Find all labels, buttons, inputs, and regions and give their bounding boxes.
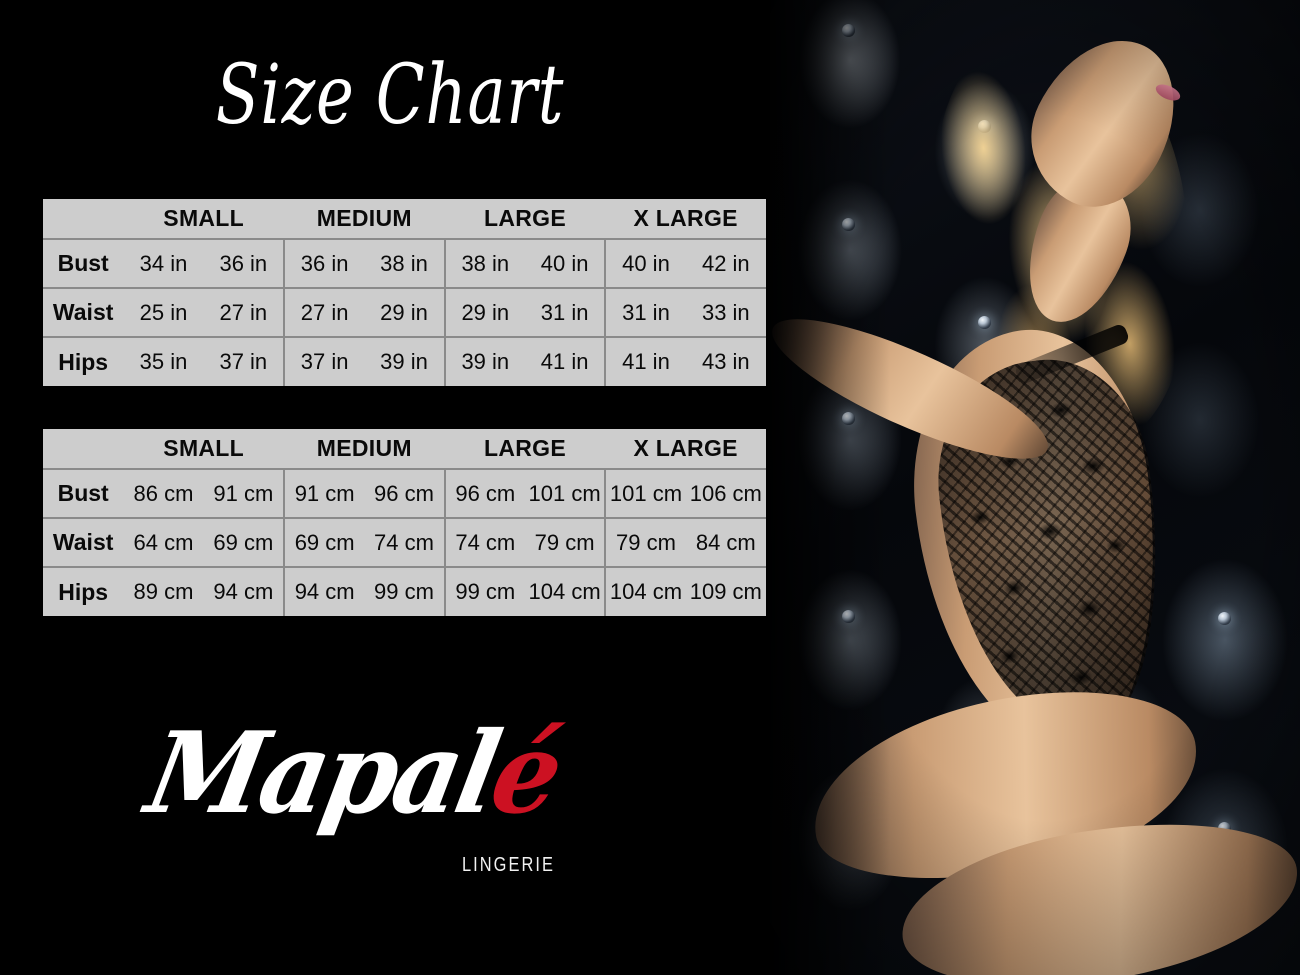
row-label-bust: Bust	[43, 239, 124, 289]
cell-cm-bust-medium-max: 96 cm	[364, 469, 445, 519]
brand-wordmark: Mapalé	[137, 708, 598, 839]
cell-in-waist-xlarge-max: 33 in	[685, 288, 766, 338]
cell-cm-bust-large-min: 96 cm	[443, 469, 525, 519]
cell-cm-bust-xlarge-max: 106 cm	[685, 469, 766, 519]
header-x-large: X LARGE	[605, 429, 766, 470]
cell-cm-hips-small-min: 89 cm	[123, 567, 204, 616]
table-row: Hips 89 cm 94 cm 94 cm 99 cm 99 cm 104 c…	[43, 567, 766, 616]
row-label-waist: Waist	[43, 518, 124, 568]
table-header-row: SMALL MEDIUM LARGE X LARGE	[43, 199, 766, 240]
header-medium: MEDIUM	[283, 199, 445, 240]
header-small: SMALL	[123, 199, 284, 240]
cell-in-hips-large-min: 39 in	[443, 337, 525, 386]
cell-in-bust-large-min: 38 in	[443, 239, 525, 289]
cell-cm-waist-large-min: 74 cm	[443, 518, 525, 568]
cell-in-hips-xlarge-min: 41 in	[604, 337, 686, 386]
row-label-hips: Hips	[43, 337, 124, 386]
cell-cm-hips-medium-min: 94 cm	[282, 567, 365, 616]
table-row: Waist 64 cm 69 cm 69 cm 74 cm 74 cm 79 c…	[43, 518, 766, 568]
row-label-waist: Waist	[43, 288, 124, 338]
cell-cm-bust-small-max: 91 cm	[203, 469, 284, 519]
cell-cm-hips-xlarge-min: 104 cm	[604, 567, 686, 616]
header-large: LARGE	[444, 199, 606, 240]
cell-cm-hips-small-max: 94 cm	[203, 567, 284, 616]
cell-cm-waist-large-max: 79 cm	[524, 518, 606, 568]
cell-in-waist-large-min: 29 in	[443, 288, 525, 338]
cell-in-hips-large-max: 41 in	[524, 337, 606, 386]
brand-tagline: LINGERIE	[462, 854, 555, 876]
table-row: Waist 25 in 27 in 27 in 29 in 29 in 31 i…	[43, 288, 766, 338]
header-blank	[43, 429, 124, 470]
cell-in-bust-small-max: 36 in	[203, 239, 284, 289]
cell-cm-hips-xlarge-max: 109 cm	[685, 567, 766, 616]
header-small: SMALL	[123, 429, 284, 470]
size-table-inches-wrap: SMALL MEDIUM LARGE X LARGE Bust 34 in 36…	[43, 199, 766, 386]
cell-cm-waist-medium-min: 69 cm	[282, 518, 365, 568]
cell-cm-waist-small-min: 64 cm	[123, 518, 204, 568]
cell-in-waist-small-max: 27 in	[203, 288, 284, 338]
table-row: Bust 34 in 36 in 36 in 38 in 38 in 40 in…	[43, 239, 766, 289]
cell-in-hips-small-min: 35 in	[123, 337, 204, 386]
table-row: Hips 35 in 37 in 37 in 39 in 39 in 41 in…	[43, 337, 766, 386]
page-title: Size Chart	[215, 48, 565, 143]
product-photo	[770, 0, 1300, 975]
row-label-bust: Bust	[43, 469, 124, 519]
table-row: Bust 86 cm 91 cm 91 cm 96 cm 96 cm 101 c…	[43, 469, 766, 519]
cell-in-waist-large-max: 31 in	[524, 288, 606, 338]
cell-in-bust-medium-max: 38 in	[364, 239, 445, 289]
cell-in-hips-small-max: 37 in	[203, 337, 284, 386]
header-medium: MEDIUM	[283, 429, 445, 470]
cell-cm-hips-medium-max: 99 cm	[364, 567, 445, 616]
cell-in-bust-medium-min: 36 in	[282, 239, 365, 289]
cell-in-waist-xlarge-min: 31 in	[604, 288, 686, 338]
chart-panel: Size Chart SMALL MEDIUM LARGE X LARGE Bu…	[43, 48, 766, 888]
cell-in-bust-xlarge-max: 42 in	[685, 239, 766, 289]
brand-logo: Mapalé LINGERIE	[137, 708, 620, 888]
cell-in-bust-large-max: 40 in	[524, 239, 606, 289]
cell-cm-waist-medium-max: 74 cm	[364, 518, 445, 568]
cell-cm-hips-large-max: 104 cm	[524, 567, 606, 616]
size-table-inches: SMALL MEDIUM LARGE X LARGE Bust 34 in 36…	[43, 199, 766, 386]
cell-cm-bust-small-min: 86 cm	[123, 469, 204, 519]
cell-cm-hips-large-min: 99 cm	[443, 567, 525, 616]
table-header-row: SMALL MEDIUM LARGE X LARGE	[43, 429, 766, 470]
cell-cm-waist-small-max: 69 cm	[203, 518, 284, 568]
cell-in-hips-xlarge-max: 43 in	[685, 337, 766, 386]
cell-cm-bust-large-max: 101 cm	[524, 469, 606, 519]
cell-in-hips-medium-max: 39 in	[364, 337, 445, 386]
cell-in-bust-xlarge-min: 40 in	[604, 239, 686, 289]
cell-in-waist-medium-max: 29 in	[364, 288, 445, 338]
cell-in-waist-medium-min: 27 in	[282, 288, 365, 338]
cell-cm-waist-xlarge-min: 79 cm	[604, 518, 686, 568]
header-x-large: X LARGE	[605, 199, 766, 240]
row-label-hips: Hips	[43, 567, 124, 616]
cell-in-bust-small-min: 34 in	[123, 239, 204, 289]
brand-wordmark-main: Mapal	[137, 708, 507, 839]
header-large: LARGE	[444, 429, 606, 470]
cell-in-waist-small-min: 25 in	[123, 288, 204, 338]
cell-cm-bust-medium-min: 91 cm	[282, 469, 365, 519]
cell-in-hips-medium-min: 37 in	[282, 337, 365, 386]
size-table-centimeters-wrap: SMALL MEDIUM LARGE X LARGE Bust 86 cm 91…	[43, 429, 766, 616]
header-blank	[43, 199, 124, 240]
cell-cm-waist-xlarge-max: 84 cm	[685, 518, 766, 568]
size-table-centimeters: SMALL MEDIUM LARGE X LARGE Bust 86 cm 91…	[43, 429, 766, 616]
cell-cm-bust-xlarge-min: 101 cm	[604, 469, 686, 519]
